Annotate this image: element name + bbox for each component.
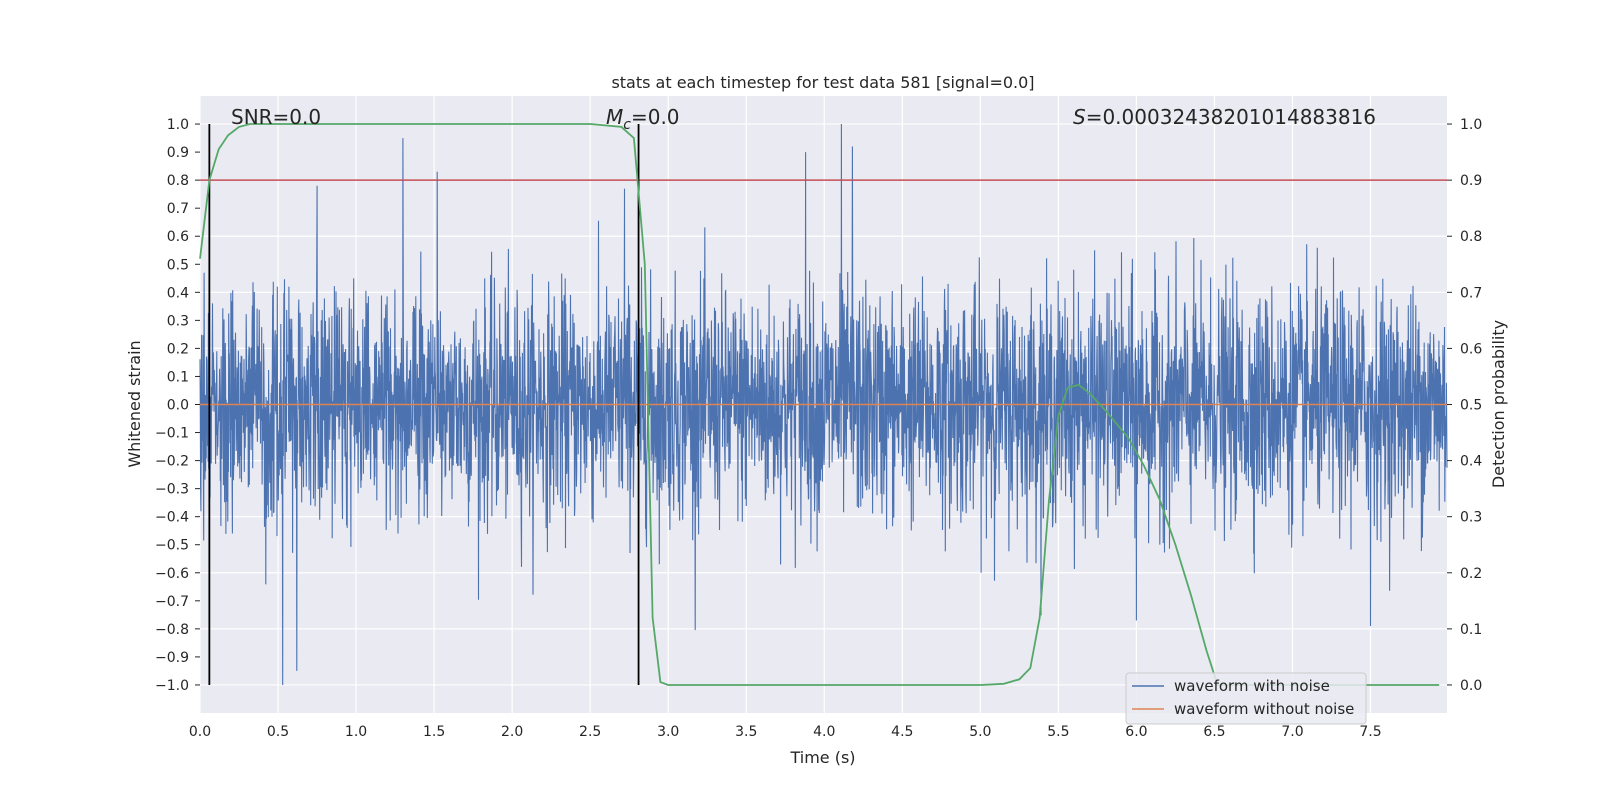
mc-annotation: Mc=0.0 — [606, 105, 680, 133]
y-left-tick-label: 0.0 — [167, 398, 189, 414]
y-left-tick-label: −0.6 — [155, 566, 189, 582]
y-left-tick-label: 0.6 — [167, 229, 189, 245]
x-tick-label: 1.0 — [345, 724, 367, 740]
mc-value: =0.0 — [631, 105, 680, 129]
s-annotation: S=0.00032438201014883816 — [1073, 105, 1376, 129]
y-left-tick-label: −0.4 — [155, 510, 189, 526]
legend-label-clean: waveform without noise — [1174, 700, 1354, 718]
x-tick-label: 6.0 — [1125, 724, 1147, 740]
y-right-tick-label: 0.5 — [1460, 398, 1482, 414]
y-left-tick-label: 0.5 — [167, 257, 189, 273]
y-right-tick-label: 0.9 — [1460, 173, 1482, 189]
x-tick-label: 1.5 — [423, 724, 445, 740]
overlays — [199, 123, 1447, 686]
x-tick-label: 0.0 — [189, 724, 211, 740]
s-value: =0.00032438201014883816 — [1086, 105, 1376, 129]
y-right-tick-label: 0.8 — [1460, 229, 1482, 245]
x-tick-label: 3.0 — [657, 724, 679, 740]
mc-subscript: c — [623, 117, 631, 133]
y-left-tick-label: 0.2 — [167, 341, 189, 357]
y-right-tick-label: 1.0 — [1460, 117, 1482, 133]
legend-label-noise: waveform with noise — [1174, 677, 1330, 695]
legend-box — [1125, 672, 1367, 725]
y-left-tick-label: 0.8 — [167, 173, 189, 189]
x-axis-label: Time (s) — [789, 748, 855, 767]
y-right-tick-label: 0.3 — [1460, 510, 1482, 526]
y-left-tick-label: −1.0 — [155, 678, 189, 694]
y-left-tick-label: 0.1 — [167, 369, 189, 385]
y-left-tick-label: −0.3 — [155, 482, 189, 498]
legend: waveform with noise waveform without noi… — [1125, 672, 1367, 725]
y-right-tick-label: 0.6 — [1460, 341, 1482, 357]
y-left-tick-label: 0.3 — [167, 313, 189, 329]
x-tick-label: 7.5 — [1359, 724, 1381, 740]
y-left-tick-label: −0.1 — [155, 426, 189, 442]
y-left-tick-label: −0.2 — [155, 454, 189, 470]
x-tick-label: 2.5 — [579, 724, 601, 740]
noise-waveform — [199, 123, 1448, 686]
y-left-tick-label: −0.5 — [155, 538, 189, 554]
y-right-tick-label: 0.4 — [1460, 454, 1482, 470]
mc-symbol: M — [606, 105, 623, 129]
y-right-tick-label: 0.2 — [1460, 566, 1482, 582]
axes: 0.0 0.5 1.0 1.5 2.0 2.5 3.0 3.5 4.0 4.5 5.0 5.5 6.0 6… — [155, 117, 1482, 740]
y-left-tick-label: −0.9 — [155, 650, 189, 666]
y-left-tick-label: −0.7 — [155, 594, 189, 610]
x-tick-label: 3.5 — [735, 724, 757, 740]
series-waveform-with-noise — [199, 123, 1448, 686]
y-left-tick-label: 0.4 — [167, 285, 189, 301]
y-right-tick-label: 0.0 — [1460, 678, 1482, 694]
y-left-tick-label: 0.7 — [167, 201, 189, 217]
chart-title: stats at each timestep for test data 581… — [611, 73, 1034, 92]
y-left-tick-label: 1.0 — [167, 117, 189, 133]
x-tick-label: 2.0 — [501, 724, 523, 740]
y-right-tick-label: 0.1 — [1460, 622, 1482, 638]
series-detection-probability — [199, 123, 1440, 686]
x-tick-label: 4.0 — [813, 724, 835, 740]
snr-annotation: SNR=0.0 — [231, 105, 321, 129]
x-tick-label: 7.0 — [1281, 724, 1303, 740]
x-tick-label: 6.5 — [1203, 724, 1225, 740]
y-left-tick-label: −0.8 — [155, 622, 189, 638]
x-tick-label: 5.5 — [1047, 724, 1069, 740]
y-axis-label-right: Detection probability — [1489, 320, 1508, 488]
y-right-tick-label: 0.7 — [1460, 285, 1482, 301]
x-tick-label: 0.5 — [267, 724, 289, 740]
y-left-tick-label: 0.9 — [167, 145, 189, 161]
x-tick-label: 5.0 — [969, 724, 991, 740]
y-axis-label: Whitened strain — [125, 340, 144, 467]
x-tick-label: 4.5 — [891, 724, 913, 740]
s-symbol: S — [1073, 105, 1086, 129]
